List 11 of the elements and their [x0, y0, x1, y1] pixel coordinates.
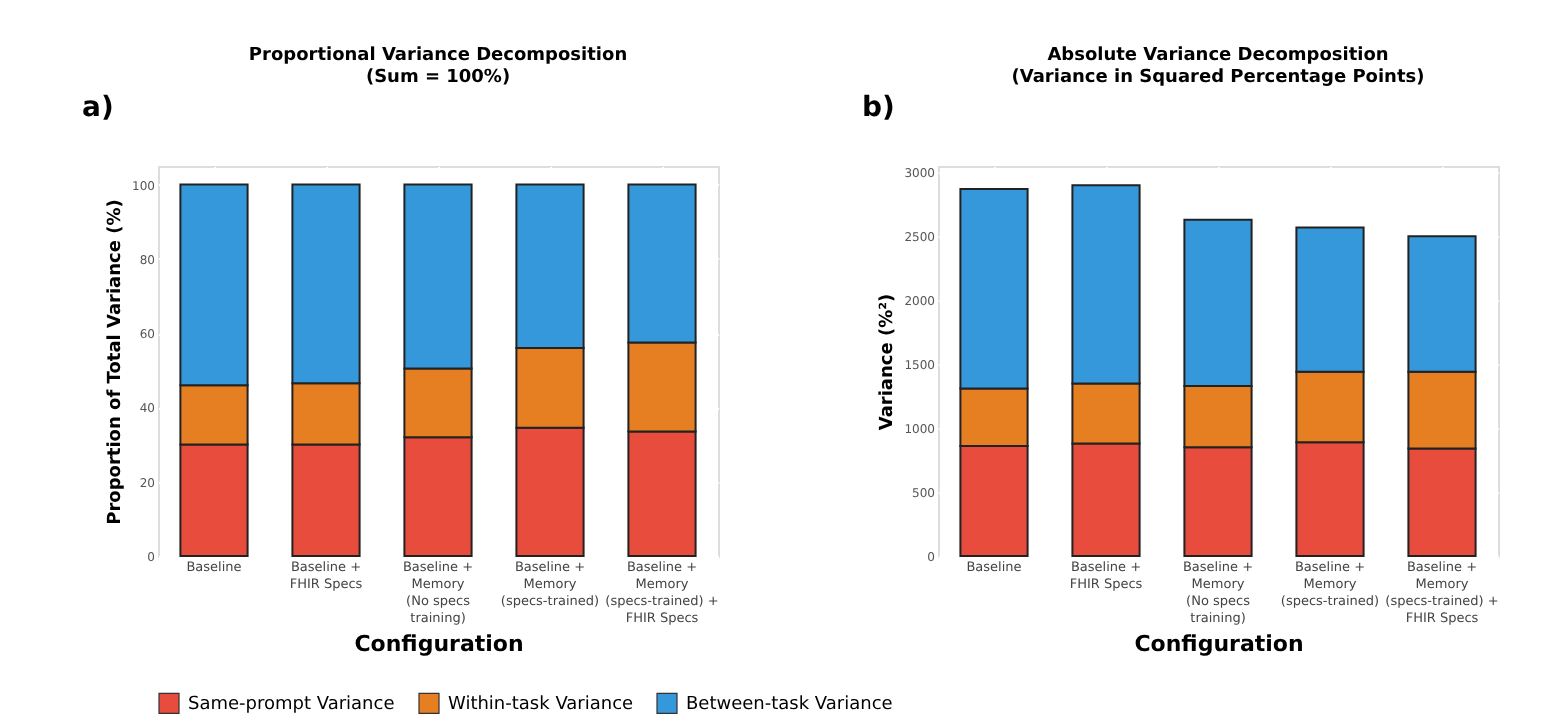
chart-title: Proportional Variance Decomposition (Sum = 100%) — [248, 46, 628, 88]
legend-label: Between-task Variance — [686, 695, 894, 714]
chart-title: Absolute Variance Decomposition (Variance in Squared Percentage Points) — [1011, 46, 1425, 88]
y-axis-title: Variance (%²) — [878, 293, 899, 431]
x-axis-title: Configuration — [354, 631, 524, 657]
text: b) — [862, 92, 895, 124]
y-axis-title: Proportion of Total Variance (%) — [106, 199, 127, 525]
legend-label: Within-task Variance — [448, 695, 635, 714]
legend-label: Same-prompt Variance — [188, 695, 396, 714]
x-axis-title: Configuration — [1134, 631, 1304, 657]
text: a) — [82, 92, 114, 124]
